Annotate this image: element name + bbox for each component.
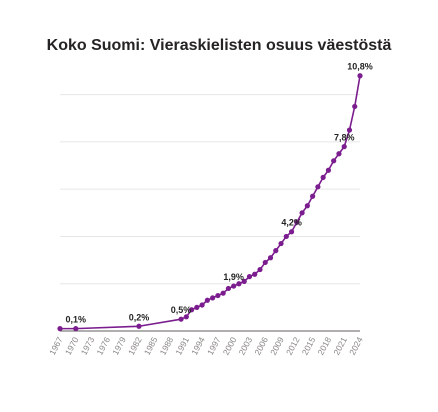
data-point — [252, 271, 258, 277]
data-label: 0,2% — [129, 312, 150, 322]
x-tick-label: 2012 — [284, 335, 302, 357]
data-point — [199, 302, 205, 308]
data-point — [183, 314, 189, 320]
data-point — [215, 292, 221, 299]
data-point — [188, 307, 195, 313]
data-point — [220, 290, 226, 296]
x-tick-label: 1973 — [79, 335, 97, 357]
data-point — [267, 255, 274, 261]
data-point — [241, 278, 247, 284]
x-tick-label: 1979 — [110, 335, 128, 357]
x-tick-label: 2024 — [347, 335, 365, 357]
data-point — [204, 297, 210, 303]
x-tick-label: 2009 — [268, 335, 286, 357]
chart-title: Koko Suomi: Vieraskielisten osuus väestö… — [46, 37, 392, 54]
data-point — [57, 326, 63, 332]
x-tick-label: 2015 — [300, 335, 318, 357]
data-point — [352, 103, 358, 110]
data-point — [73, 326, 79, 332]
x-tick-label: 2018 — [315, 335, 333, 357]
x-tick-label: 2006 — [252, 335, 270, 357]
data-label: 7,8% — [334, 133, 355, 143]
x-tick-label: 1982 — [126, 335, 144, 357]
data-point — [294, 219, 300, 225]
x-tick-label: 1970 — [63, 335, 81, 357]
data-point — [178, 316, 184, 322]
data-point — [325, 167, 332, 173]
data-point — [246, 274, 253, 280]
x-tick-label: 2021 — [331, 335, 349, 357]
data-point — [210, 295, 216, 301]
data-point — [346, 127, 353, 133]
data-point — [236, 281, 242, 287]
x-tick-label: 2003 — [237, 335, 255, 357]
data-point — [341, 144, 347, 150]
data-point — [310, 193, 316, 199]
x-tick-label: 1988 — [158, 335, 176, 357]
data-point — [315, 184, 321, 190]
data-label: 4,2% — [281, 218, 302, 228]
x-tick-label: 1991 — [173, 335, 191, 357]
data-label: 0,5% — [171, 305, 192, 315]
x-tick-label: 1997 — [205, 335, 223, 357]
data-point — [299, 210, 305, 216]
data-label: 0,1% — [66, 315, 87, 325]
data-point — [331, 158, 337, 164]
data-point — [320, 174, 326, 180]
data-label: 1,9% — [223, 272, 244, 282]
data-point — [225, 285, 232, 292]
data-label: 10,8% — [347, 62, 373, 72]
series-line — [60, 75, 361, 330]
data-point — [357, 73, 363, 79]
data-point — [273, 248, 279, 254]
data-point — [262, 259, 268, 266]
data-point — [304, 203, 310, 209]
data-point — [231, 283, 237, 289]
data-point — [283, 233, 289, 240]
data-point — [257, 266, 263, 273]
x-tick-label: 1985 — [142, 335, 160, 357]
x-tick-label: 1967 — [47, 335, 65, 357]
data-point — [288, 229, 295, 235]
data-point — [194, 304, 200, 310]
x-tick-label: 1994 — [189, 335, 207, 357]
data-point — [136, 323, 142, 329]
x-tick-label: 1976 — [94, 335, 112, 357]
data-point — [336, 151, 342, 157]
data-point — [278, 240, 284, 247]
x-tick-label: 2000 — [221, 335, 239, 357]
